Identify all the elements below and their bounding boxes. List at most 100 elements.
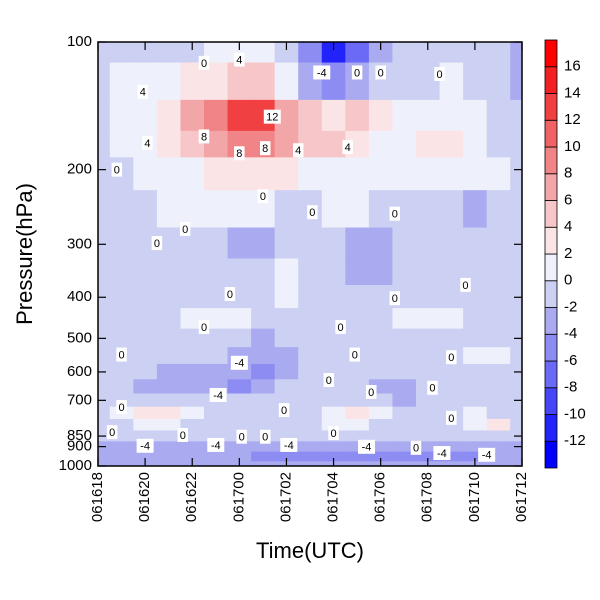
contour-cell	[98, 461, 111, 467]
contour-cell	[486, 430, 511, 442]
contour-cell	[416, 393, 441, 408]
contour-cell	[180, 379, 205, 394]
contour-cell	[251, 461, 276, 467]
contour-cell	[368, 157, 393, 191]
contour-label-bg	[179, 221, 191, 236]
contour-label-bg	[259, 141, 271, 156]
contour-label-bg	[460, 277, 471, 292]
contour-label-bg	[137, 84, 149, 99]
contour-cell	[439, 363, 464, 380]
contour-cell	[180, 42, 205, 64]
contour-cell	[368, 406, 393, 420]
contour-cell	[486, 393, 511, 408]
contour-label-bg	[280, 437, 298, 452]
contour-cell	[321, 284, 346, 309]
contour-label: 0	[413, 443, 419, 455]
contour-label-bg	[349, 347, 361, 362]
colorbar-label: -10	[564, 405, 586, 422]
contour-cell	[109, 328, 134, 348]
contour-cell	[439, 461, 464, 467]
contour-label: 0	[201, 58, 207, 70]
contour-label-bg	[446, 410, 457, 425]
colorbar-label: -4	[564, 325, 577, 342]
contour-label: 0	[462, 280, 468, 292]
contour-cell	[510, 258, 523, 286]
contour-cell	[368, 258, 393, 286]
contour-cell	[345, 258, 370, 286]
contour-label: 0	[281, 405, 287, 417]
contour-cell	[439, 308, 464, 330]
contour-cell	[321, 227, 346, 259]
contour-cell	[227, 258, 252, 286]
contour-cell	[416, 441, 441, 453]
contour-cell	[368, 430, 393, 442]
contour-cell	[204, 430, 229, 442]
contour-label-bg	[116, 400, 127, 415]
contour-cell	[345, 99, 370, 132]
contour-cell	[416, 130, 441, 158]
contour-cell	[368, 451, 393, 462]
contour-cell	[345, 406, 370, 420]
contour-cell	[109, 451, 134, 462]
contour-label: 0	[227, 289, 233, 301]
plot-frame	[97, 41, 523, 467]
x-tick-label: 061702	[277, 472, 294, 522]
contour-cell	[251, 379, 276, 394]
contour-cell	[486, 418, 511, 431]
contour-cell	[274, 379, 299, 394]
contour-cell	[463, 130, 488, 158]
contour-label-bg	[313, 65, 331, 80]
contour-cell	[251, 451, 276, 462]
contour-cell	[156, 258, 181, 286]
contour-cell	[274, 190, 299, 229]
contour-cell	[156, 418, 181, 431]
contour-cell	[439, 42, 464, 64]
contour-cell	[133, 363, 158, 380]
contour-cell	[298, 363, 323, 380]
colorbar-label: 10	[564, 138, 581, 155]
contour-cell	[463, 157, 488, 191]
contour-cell	[463, 379, 488, 394]
contour-cell	[109, 62, 134, 101]
contour-cell	[486, 227, 511, 259]
contour-label-bg	[198, 319, 210, 334]
contour-cell	[251, 418, 276, 431]
contour-cell	[133, 157, 158, 191]
contour-cell	[298, 42, 323, 64]
contour-label-bg	[335, 319, 346, 334]
contour-cell	[510, 418, 523, 431]
contour-label-bg	[111, 162, 123, 177]
contour-cell	[463, 227, 488, 259]
contour-cell	[368, 418, 393, 431]
colorbar-label: -6	[564, 352, 577, 369]
contour-cell	[486, 406, 511, 420]
contour-cell	[227, 406, 252, 420]
contour-label-bg	[263, 109, 281, 124]
contour-cell	[510, 62, 523, 101]
contour-cell	[133, 258, 158, 286]
contour-label-bg	[257, 189, 269, 204]
contour-cell	[98, 190, 111, 229]
contour-cell	[274, 328, 299, 348]
contour-cell	[416, 430, 441, 442]
contour-cell	[463, 62, 488, 101]
contour-cell	[416, 227, 441, 259]
contour-label-bg	[323, 373, 335, 388]
contour-cell	[298, 347, 323, 365]
contour-cell	[368, 284, 393, 309]
contour-label-bg	[427, 380, 438, 395]
contour-cell	[368, 441, 393, 453]
contour-label: -4	[437, 448, 447, 460]
contour-cell	[416, 328, 441, 348]
colorbar-box	[544, 414, 558, 442]
contour-cell	[321, 441, 346, 453]
contour-cell	[98, 42, 111, 64]
contour-cell	[133, 430, 158, 442]
contour-cell	[486, 451, 511, 462]
contour-label: 0	[378, 67, 384, 79]
contour-cell	[133, 393, 158, 408]
contour-cell	[416, 406, 441, 420]
contour-cell	[345, 418, 370, 431]
contour-cell	[463, 451, 488, 462]
